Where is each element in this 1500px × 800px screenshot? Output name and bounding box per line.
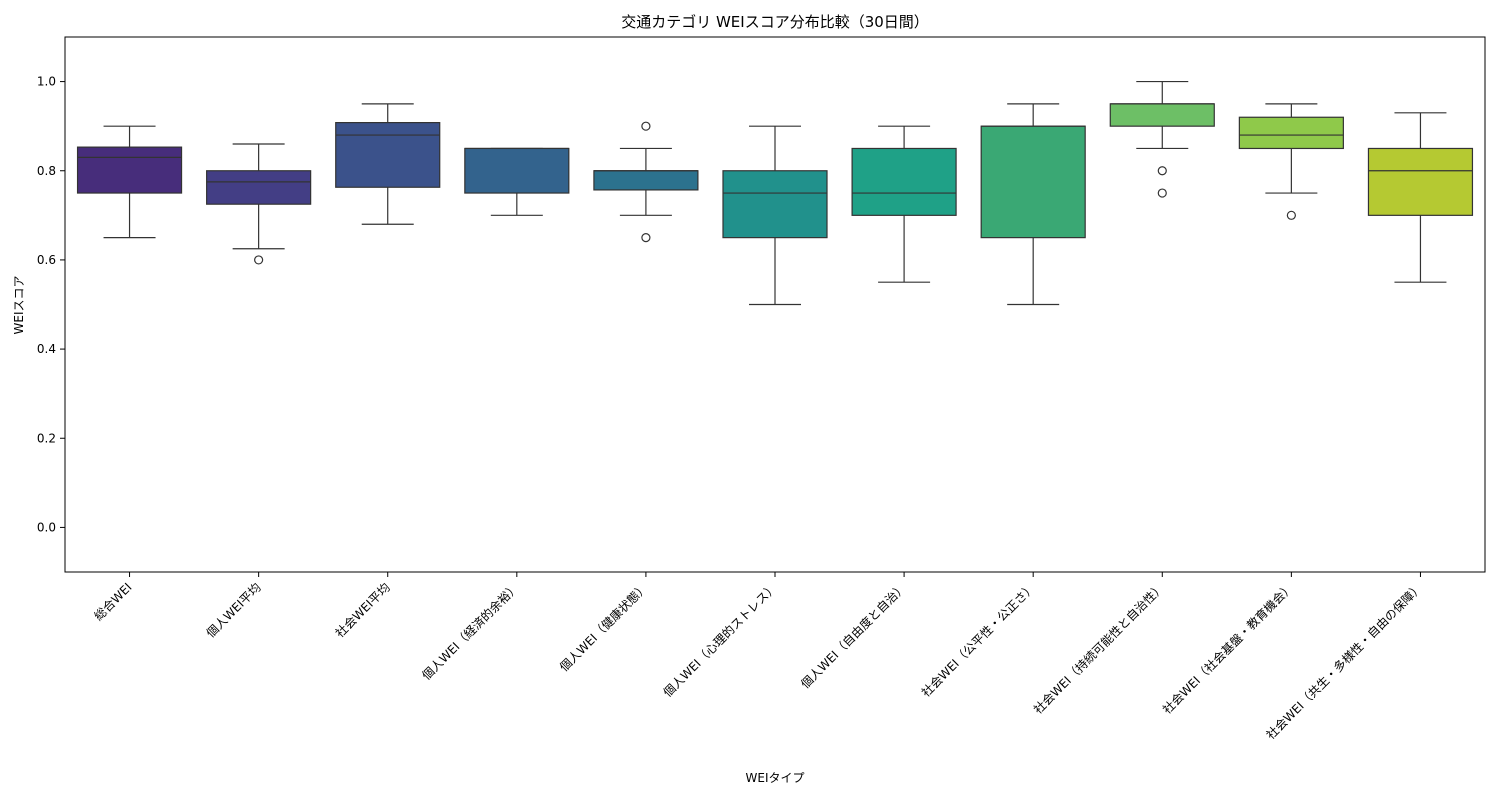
outlier-point — [641, 121, 651, 131]
iqr-box — [980, 125, 1086, 239]
box-0 — [76, 125, 183, 239]
box-2 — [335, 103, 441, 225]
box-4 — [593, 121, 699, 243]
iqr-box — [1238, 116, 1344, 150]
x-tick-label: 社会WEI平均 — [332, 580, 393, 641]
x-tick-label: 個人WEI（心理的ストレス） — [660, 580, 780, 700]
box-series — [76, 80, 1474, 306]
x-tick-label: 個人WEI（健康状態） — [556, 580, 651, 675]
iqr-box — [593, 170, 699, 191]
box-10 — [1367, 112, 1474, 283]
iqr-box — [335, 121, 441, 188]
y-axis: 0.0 0.2 0.4 0.6 0.8 1.0 — [37, 75, 65, 534]
x-tick-label: 社会WEI（公平性・公正さ） — [918, 580, 1038, 700]
y-tick-label: 0.2 — [37, 431, 56, 445]
box-6 — [851, 125, 957, 283]
y-tick-label: 0.0 — [37, 520, 56, 534]
y-tick-label: 0.8 — [37, 164, 56, 178]
iqr-box — [464, 147, 570, 194]
x-tick-label: 社会WEI（持続可能性と自治性） — [1030, 580, 1167, 717]
y-tick-label: 0.4 — [37, 342, 56, 356]
iqr-box — [851, 147, 957, 216]
box-7 — [980, 103, 1086, 306]
x-tick-label: 個人WEI平均 — [204, 580, 264, 640]
x-tick-label: 総合WEI — [91, 580, 135, 624]
x-axis: 総合WEI 個人WEI平均 社会WEI平均 個人WEI（経済的余裕） 個人WEI（健康状… — [91, 572, 1426, 742]
box-1 — [206, 143, 312, 265]
iqr-box — [206, 170, 312, 205]
box-3 — [464, 147, 570, 216]
box-5 — [722, 125, 828, 306]
box-8 — [1109, 80, 1215, 198]
iqr-box — [76, 146, 183, 194]
outlier-point — [254, 255, 264, 265]
x-tick-label: 個人WEI（経済的余裕） — [419, 580, 522, 683]
chart-title: 交通カテゴリ WEIスコア分布比較（30日間） — [621, 13, 929, 31]
iqr-box — [1367, 147, 1474, 216]
outlier-point — [641, 233, 651, 243]
box-9 — [1238, 103, 1344, 220]
x-tick-label: 個人WEI（自由度と自治） — [797, 580, 909, 692]
y-tick-label: 0.6 — [37, 253, 56, 267]
x-tick-label: 社会WEI（共生・多様性・自由の保障） — [1263, 580, 1426, 743]
iqr-box — [722, 170, 828, 239]
x-axis-label: WEIタイプ — [746, 771, 805, 785]
y-axis-label: WEIスコア — [12, 276, 26, 335]
outlier-point — [1286, 210, 1296, 220]
outlier-point — [1157, 188, 1167, 198]
y-tick-label: 1.0 — [37, 75, 56, 89]
iqr-box — [1109, 103, 1215, 127]
x-tick-label: 社会WEI（社会基盤・教育機会） — [1159, 580, 1296, 717]
outlier-point — [1157, 166, 1167, 176]
